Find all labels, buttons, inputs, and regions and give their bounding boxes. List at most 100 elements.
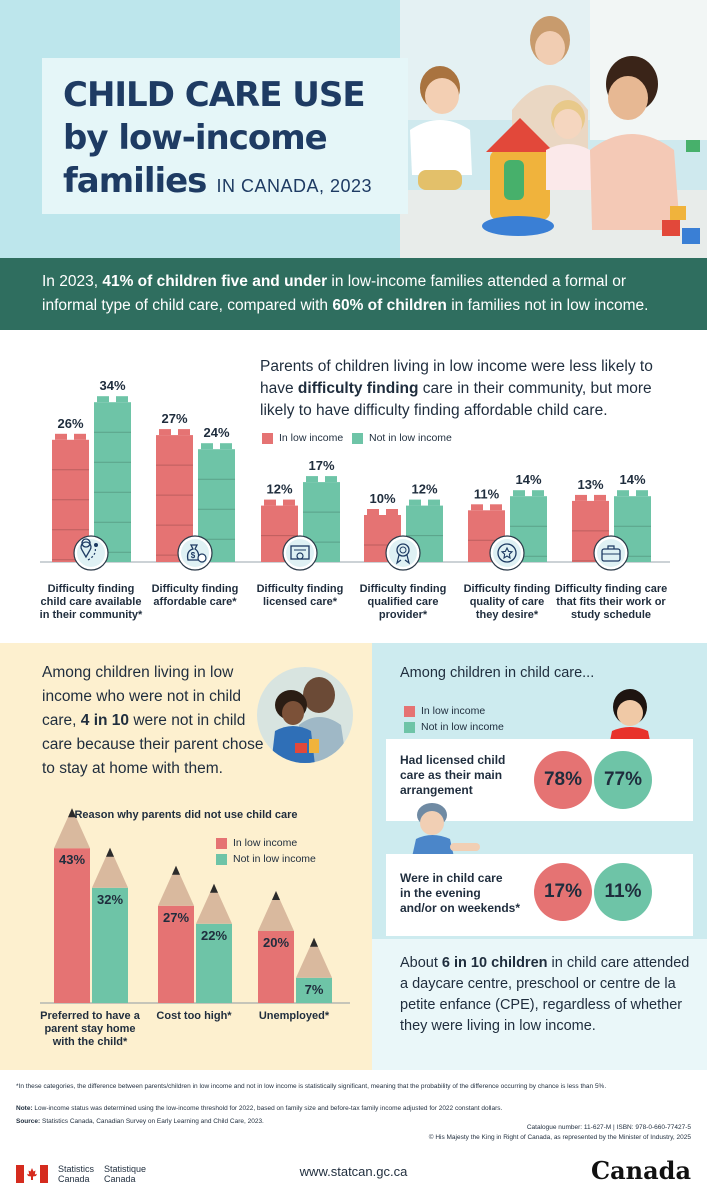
pencil-not-2 bbox=[296, 937, 332, 1003]
pencil-value-label: 20% bbox=[263, 935, 289, 950]
in-care-legend-label-low: In low income bbox=[421, 705, 486, 717]
bar-value-label: 14% bbox=[515, 472, 541, 487]
bar-value-label: 12% bbox=[411, 482, 437, 497]
daycare-text-1: About bbox=[400, 955, 442, 971]
licensed-care-label-2: care as their main bbox=[400, 768, 503, 782]
category-label: Difficulty finding bbox=[48, 583, 135, 595]
bar-value-label: 11% bbox=[474, 486, 500, 501]
category-label: study schedule bbox=[571, 609, 651, 621]
licensed-care-label-1: Had licensed child bbox=[400, 753, 506, 767]
statcan-en-1: Statistics bbox=[58, 1164, 95, 1174]
category-label: Difficulty finding bbox=[257, 583, 344, 595]
pencil-not-0 bbox=[92, 847, 128, 1003]
bar-heading-text-2: care in their community, but more likely… bbox=[260, 380, 652, 419]
bar-heading-bold: difficulty finding bbox=[297, 380, 419, 397]
bar-not-3 bbox=[406, 499, 443, 562]
bar-value-label: 12% bbox=[266, 482, 292, 497]
in-care-legend-label-not: Not in low income bbox=[421, 721, 504, 733]
bar-stud bbox=[636, 490, 648, 497]
daycare-text-2: in child care attended a daycare centre,… bbox=[400, 955, 690, 1034]
pencil-body bbox=[54, 848, 90, 1003]
bar-stud bbox=[325, 476, 337, 483]
in-care-legend-swatch-low bbox=[404, 705, 415, 717]
bar-stud bbox=[74, 433, 86, 440]
category-label: child care available bbox=[41, 596, 142, 608]
legend-low-income: In low income bbox=[262, 432, 343, 444]
pencil-legend-swatch-low bbox=[216, 837, 227, 849]
intro-band: In 2023, 41% of children five and under … bbox=[0, 258, 707, 330]
pencil-body bbox=[258, 931, 294, 1003]
star-badge-icon bbox=[489, 535, 525, 571]
bar-stud bbox=[575, 494, 587, 501]
evening-care-not-value: 11% bbox=[594, 863, 652, 921]
pencil-legend-low: In low income bbox=[216, 837, 297, 849]
evening-care-label: Were in child care in the evening and/or… bbox=[400, 871, 520, 916]
bar-value-label: 14% bbox=[619, 472, 645, 487]
daycare-summary-panel: About 6 in 10 children in child care att… bbox=[372, 939, 707, 1070]
statcan-fr-1: Statistique bbox=[104, 1164, 147, 1174]
pencil-category-label: Preferred to have a bbox=[40, 1010, 141, 1022]
intro-text-1: In 2023, bbox=[42, 273, 103, 290]
children-playing-photo bbox=[400, 0, 707, 258]
pencil-legend-label-low: In low income bbox=[233, 837, 298, 849]
pencil-lead bbox=[68, 808, 76, 818]
title-box: CHILD CARE USE by low-income families IN … bbox=[42, 58, 408, 214]
category-label: Difficulty finding care bbox=[555, 583, 667, 595]
award-ribbon-icon bbox=[385, 535, 421, 571]
evening-care-label-1: Were in child care bbox=[400, 871, 503, 885]
pencil-value-label: 22% bbox=[201, 928, 227, 943]
not-in-care-panel: 43% 32% Preferred to have a parent stay hom… bbox=[0, 643, 372, 1070]
category-label: quality of care bbox=[470, 596, 545, 608]
page-title-line-2: by low-income bbox=[63, 118, 328, 158]
bar-stud bbox=[220, 443, 232, 450]
daycare-text-bold: 6 in 10 children bbox=[441, 955, 548, 971]
pencil-body bbox=[196, 923, 232, 1003]
bar-value-label: 10% bbox=[369, 491, 395, 506]
pencil-lead bbox=[172, 865, 180, 875]
intro-text-2: in low-income families attended a formal… bbox=[42, 273, 627, 314]
pencil-value-label: 27% bbox=[163, 910, 189, 925]
pencil-lead bbox=[210, 883, 218, 893]
statcan-en: Statistics Canada bbox=[58, 1164, 94, 1184]
canada-flag-icon bbox=[16, 1165, 48, 1183]
in-care-legend-not: Not in low income bbox=[404, 721, 504, 733]
pencil-legend-label-not: Not in low income bbox=[233, 853, 316, 865]
svg-text:$: $ bbox=[191, 551, 196, 560]
in-care-heading: Among children in child care... bbox=[400, 665, 595, 681]
bar-stud bbox=[513, 490, 525, 497]
pencil-category-label: with the child* bbox=[52, 1036, 128, 1048]
in-care-legend-swatch-not bbox=[404, 721, 415, 733]
bar-stud bbox=[471, 504, 483, 511]
evening-care-label-3: and/or on weekends* bbox=[400, 901, 521, 915]
source-label: Source: bbox=[16, 1118, 41, 1125]
category-label: provider* bbox=[379, 609, 428, 621]
pencil-low-1 bbox=[158, 865, 194, 1003]
legend-not-low-income: Not in low income bbox=[352, 432, 452, 444]
left-text-1: Among children living in low income who … bbox=[42, 664, 242, 729]
licensed-care-label: Had licensed child care as their main ar… bbox=[400, 753, 505, 798]
bar-stud bbox=[367, 509, 379, 515]
bar-stud bbox=[264, 499, 276, 506]
source-text: Statistics Canada, Canadian Survey on Ea… bbox=[40, 1118, 264, 1125]
pencil-chart-title: Reason why parents did not use child car… bbox=[74, 809, 298, 821]
legend-label-low: In low income bbox=[279, 432, 344, 444]
legend-label-not: Not in low income bbox=[369, 432, 452, 444]
copyright-notice: © His Majesty the King in Right of Canad… bbox=[428, 1134, 691, 1141]
note-text: Low-income status was determined using t… bbox=[32, 1105, 503, 1112]
category-label: in their community* bbox=[40, 609, 143, 621]
page-title-line-3-text: families bbox=[63, 161, 207, 201]
bar-not-0 bbox=[94, 396, 131, 562]
bar-stud bbox=[283, 499, 295, 506]
licensed-care-not-value: 77% bbox=[594, 751, 652, 809]
pencil-not-1 bbox=[196, 883, 232, 1003]
pencil-tip bbox=[258, 891, 294, 931]
catalogue-number: Catalogue number: 11-627-M | ISBN: 978-0… bbox=[526, 1124, 691, 1131]
pencil-body bbox=[296, 977, 332, 1003]
statcan-url[interactable]: www.statcan.gc.ca bbox=[299, 1164, 408, 1179]
in-care-legend-low: In low income bbox=[404, 705, 485, 717]
certificate-icon bbox=[282, 535, 318, 571]
hero-banner: CHILD CARE USE by low-income families IN … bbox=[0, 0, 707, 258]
note-footnote: Note: Low-income status was determined u… bbox=[16, 1104, 676, 1113]
pencil-low-0 bbox=[54, 808, 90, 1003]
